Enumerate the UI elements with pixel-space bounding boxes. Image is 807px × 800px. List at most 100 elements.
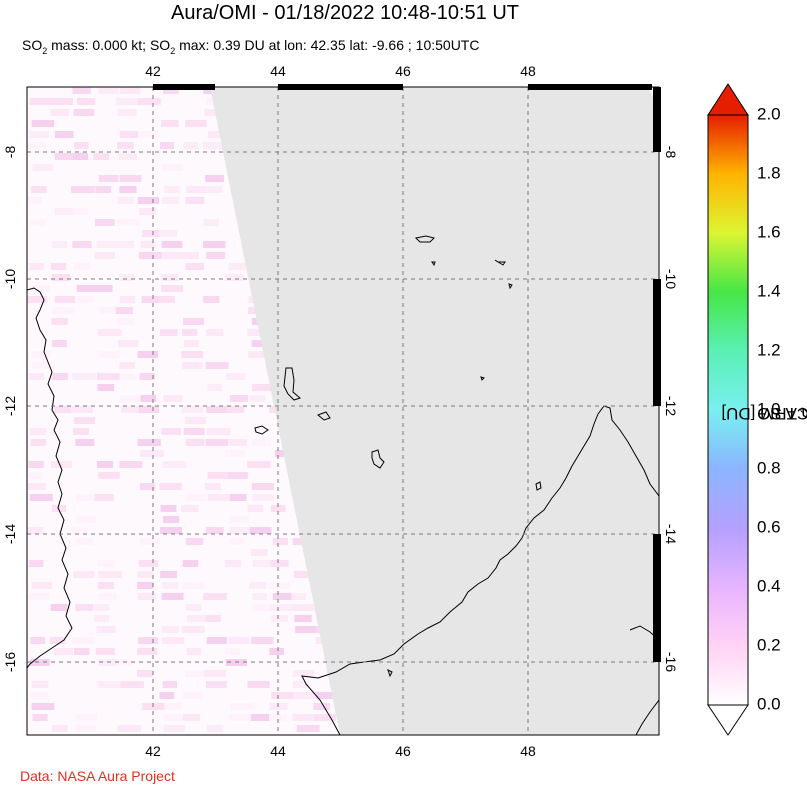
so2-pixel (28, 461, 44, 468)
so2-pixel (27, 197, 42, 204)
so2-pixel (203, 296, 220, 303)
so2-pixel (140, 450, 164, 457)
so2-pixel (159, 483, 182, 490)
so2-pixel (138, 560, 159, 567)
so2-pixel (205, 252, 226, 259)
so2-pixel (251, 483, 274, 490)
so2-pixel (54, 208, 77, 215)
so2-pixel (98, 351, 120, 358)
so2-pixel (182, 582, 206, 589)
so2-pixel (137, 648, 158, 655)
so2-pixel (118, 340, 139, 347)
so2-pixel (49, 637, 66, 644)
so2-pixel (205, 736, 222, 743)
so2-pixel (164, 714, 184, 721)
so2-pixel (27, 472, 43, 479)
so2-pixel (117, 219, 140, 226)
so2-pixel (72, 208, 88, 215)
so2-pixel (119, 87, 141, 94)
so2-pixel (51, 274, 71, 281)
so2-pixel (73, 153, 88, 160)
so2-pixel (251, 637, 274, 644)
island-small-1 (431, 261, 436, 267)
so2-pixel (206, 428, 231, 435)
island-small-4 (480, 376, 485, 381)
so2-pixel (269, 703, 288, 710)
coastlines (27, 235, 659, 735)
so2-pixel (76, 516, 97, 523)
lat-label-right-12: -12 (663, 396, 679, 416)
so2-pixel (97, 329, 122, 336)
so2-pixel (249, 395, 266, 402)
so2-pixel (205, 329, 224, 336)
so2-pixel (139, 538, 161, 545)
so2-pixel (98, 593, 117, 600)
colorbar: 0.0 0.2 0.4 0.6 0.8 1.0 1.2 1.4 1.6 1.8 … (707, 83, 781, 736)
so2-pixel (28, 560, 44, 567)
so2-pixel (252, 494, 275, 501)
so2-pixel (75, 538, 94, 545)
so2-pixel (142, 230, 160, 237)
so2-pixel (117, 142, 134, 149)
lat-label-right-8: -8 (663, 146, 679, 159)
so2-pixel (51, 241, 68, 248)
so2-pixel (183, 142, 199, 149)
so2-pixel (161, 164, 184, 171)
cb-tick-7: 1.4 (757, 281, 781, 300)
so2-pixel (119, 186, 137, 193)
so2-pixel (184, 670, 207, 677)
so2-pixel (182, 362, 203, 369)
so2-pixel (73, 142, 89, 149)
so2-pixel (181, 351, 204, 358)
so2-pixel (75, 725, 97, 732)
so2-pixel (185, 120, 207, 127)
cb-tick-1: 0.2 (757, 635, 781, 654)
so2-pixel (229, 395, 249, 402)
colorbar-gradient (707, 114, 749, 706)
so2-pixel (252, 384, 272, 391)
so2-pixel (120, 736, 141, 743)
lat-label-right-14: -14 (663, 524, 679, 544)
so2-pixel (247, 681, 270, 688)
so2-pixel (71, 637, 95, 644)
so2-pixel (207, 131, 224, 138)
so2-pixel (159, 142, 174, 149)
so2-pixel (120, 681, 144, 688)
so2-pixel (137, 439, 161, 446)
so2-pixel (51, 725, 68, 732)
so2-pixel (228, 714, 253, 721)
lat-label-right-16: -16 (663, 652, 679, 672)
so2-pixel (118, 153, 137, 160)
so2-pixel (115, 98, 138, 105)
so2-pixel (159, 230, 177, 237)
so2-pixel (51, 318, 68, 325)
island-moheli (254, 425, 269, 435)
so2-pixel (52, 736, 66, 743)
so2-pixel (140, 395, 157, 402)
so2-pixel (181, 406, 203, 413)
lat-label-left-8: -8 (2, 146, 18, 159)
graticule (27, 87, 659, 735)
so2-pixel (28, 373, 44, 380)
so2-pixel (247, 461, 271, 468)
so2-pixel (269, 604, 294, 611)
so2-pixel (160, 120, 179, 127)
so2-pixel (226, 406, 245, 413)
coastline-madagascar-east (635, 699, 659, 735)
so2-pixel (117, 725, 142, 732)
so2-pixel (72, 241, 92, 248)
so2-pixel (50, 263, 67, 270)
lon-label-top-42: 42 (145, 63, 161, 79)
so2-pixel (293, 571, 317, 578)
so2-pixel (94, 285, 113, 292)
so2-pixel (138, 736, 159, 743)
so2-pixel (93, 153, 110, 160)
so2-pixel (119, 362, 135, 369)
so2-pixel (139, 208, 157, 215)
so2-pixel (162, 626, 179, 633)
so2-pixel (50, 109, 69, 116)
so2-pixel (229, 527, 253, 534)
lat-label-left-12: -12 (2, 396, 18, 416)
lat-label-left-14: -14 (2, 524, 18, 544)
